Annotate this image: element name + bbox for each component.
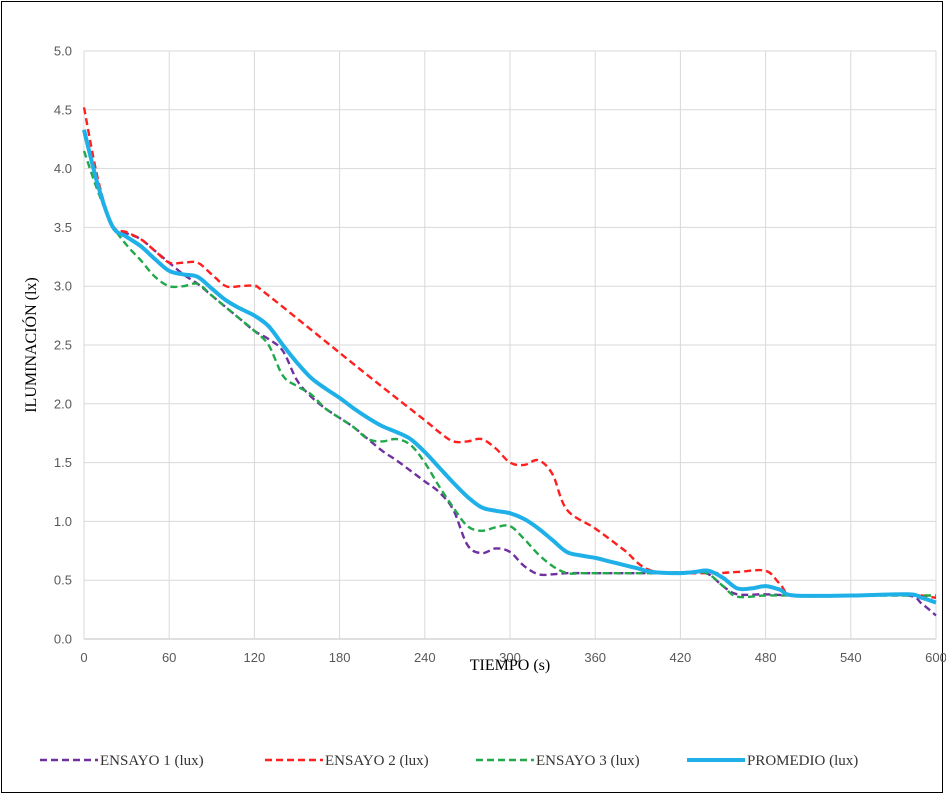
y-tick-label: 5.0 (54, 44, 72, 59)
y-tick-label: 3.5 (54, 220, 72, 235)
x-tick-label: 540 (840, 650, 862, 665)
y-tick-labels: 0.0 0.5 1.0 1.5 2.0 2.5 3.0 3.5 4.0 4.5 5.0 (54, 44, 72, 647)
legend-label-ensayo-3: ENSAYO 3 (lux) (536, 753, 640, 769)
x-axis-title: TIEMPO (s) (470, 657, 550, 674)
y-tick-label: 0.0 (54, 632, 72, 647)
x-tick-label: 180 (329, 650, 351, 665)
grid-lines (83, 50, 937, 640)
x-tick-label: 420 (670, 650, 692, 665)
x-tick-label: 600 (925, 650, 946, 665)
x-tick-label: 240 (414, 650, 436, 665)
y-axis-title: ILUMINACIÓN (lx) (21, 277, 40, 413)
series-line-ensayo-2 (82, 107, 937, 600)
x-tick-label: 300 (499, 650, 521, 665)
y-tick-label: 2.5 (54, 338, 72, 353)
legend-label-ensayo-2: ENSAYO 2 (lux) (325, 753, 429, 769)
legend-label-ensayo-1: ENSAYO 1 (lux) (100, 753, 204, 769)
legend-label-promedio: PROMEDIO (lux) (747, 753, 858, 769)
x-tick-label: 0 (80, 650, 87, 665)
y-tick-label: 3.0 (54, 279, 72, 294)
y-tick-label: 4.0 (54, 161, 72, 176)
series-lines (82, 107, 937, 617)
y-tick-label: 1.0 (54, 514, 72, 529)
x-tick-label: 360 (584, 650, 606, 665)
series-line-promedio (82, 129, 937, 605)
x-tick-label: 480 (755, 650, 777, 665)
x-tick-label: 60 (162, 650, 176, 665)
y-tick-label: 0.5 (54, 573, 72, 588)
y-tick-label: 2.0 (54, 396, 72, 411)
legend: ENSAYO 1 (lux) ENSAYO 2 (lux) ENSAYO 3 (lu… (40, 753, 858, 769)
x-tick-labels: 0 60 120 180 240 300 360 420 480 540 600 (80, 650, 946, 665)
y-tick-label: 4.5 (54, 102, 72, 117)
y-tick-label: 1.5 (54, 455, 72, 470)
series-line-ensayo-3 (82, 150, 936, 599)
x-tick-label: 120 (244, 650, 266, 665)
